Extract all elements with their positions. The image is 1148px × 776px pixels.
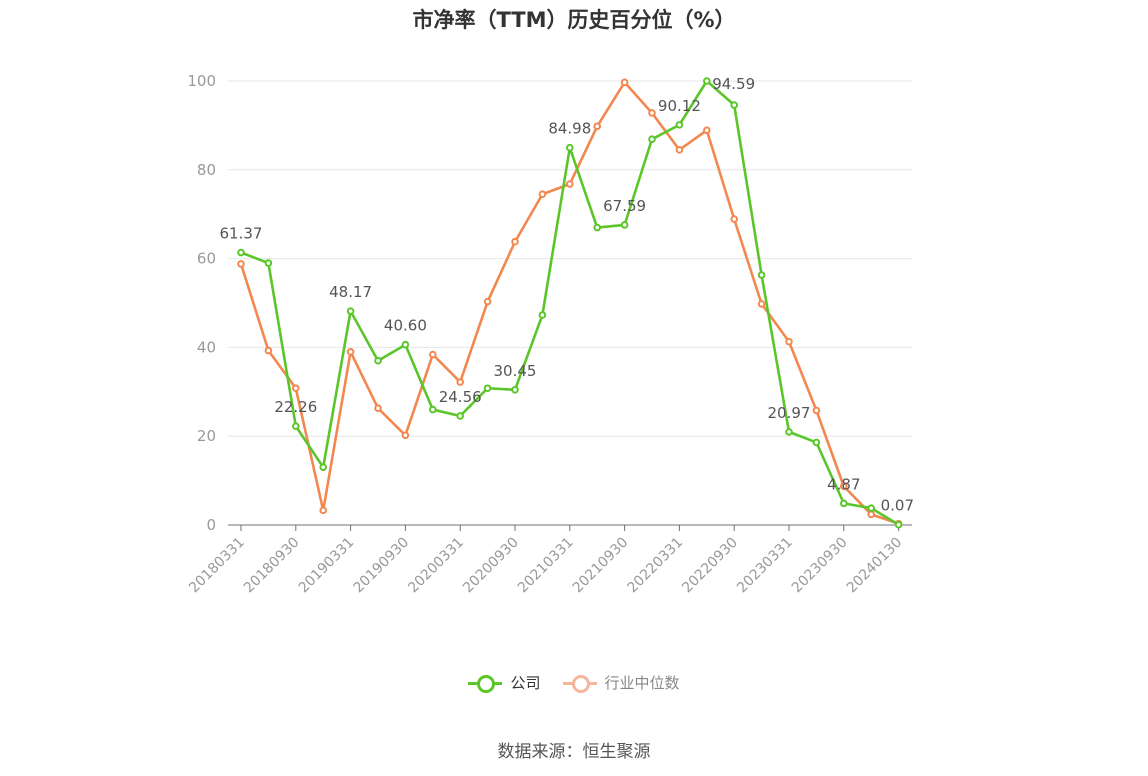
x-tick-label: 20240130 — [844, 535, 906, 597]
data-point-industry-median — [785, 337, 793, 346]
data-point-company — [703, 77, 711, 85]
data-point-company — [648, 135, 656, 143]
data-point-company — [401, 340, 410, 349]
data-label-company: 61.37 — [220, 225, 263, 243]
y-tick-label: 100 — [187, 72, 216, 90]
data-point-industry-median — [812, 406, 821, 415]
legend-label-industry-median: 行业中位数 — [604, 674, 680, 692]
data-point-industry-median — [675, 146, 684, 154]
y-tick-label: 20 — [197, 427, 216, 445]
data-label-company: 94.59 — [712, 75, 755, 93]
data-point-industry-median — [401, 431, 410, 440]
data-point-industry-median — [429, 350, 437, 359]
data-source-note: 数据来源：恒生聚源 — [497, 742, 651, 762]
x-tick-label: 20220930 — [679, 535, 741, 597]
data-point-industry-median — [840, 482, 848, 491]
legend-label-company: 公司 — [510, 674, 541, 692]
data-point-industry-median — [620, 78, 629, 87]
legend-marker-company-icon — [468, 673, 503, 693]
data-point-company — [867, 504, 876, 512]
data-point-industry-median — [648, 109, 656, 117]
y-tick-label: 80 — [197, 161, 216, 179]
series-lines — [237, 77, 903, 529]
data-point-company — [812, 438, 821, 447]
data-point-industry-median — [483, 297, 492, 306]
data-point-industry-median — [264, 346, 273, 355]
data-point-company — [264, 259, 273, 267]
data-label-company: 24.56 — [439, 388, 482, 406]
data-label-company: 20.97 — [768, 404, 811, 422]
data-point-industry-median — [374, 404, 382, 413]
data-point-company — [237, 248, 245, 257]
data-point-industry-median — [566, 180, 574, 188]
data-point-industry-median — [538, 190, 547, 199]
data-point-industry-median — [511, 237, 519, 246]
data-point-company — [483, 384, 492, 393]
x-tick-label: 20180930 — [241, 535, 303, 597]
data-point-company — [785, 428, 793, 436]
data-label-company: 67.59 — [603, 197, 646, 215]
data-point-company — [374, 356, 382, 365]
x-tick-label: 20200331 — [405, 535, 467, 597]
legend-item-company[interactable]: 公司 — [468, 672, 541, 693]
data-point-industry-median — [867, 510, 876, 519]
x-tick-label: 20180331 — [186, 535, 248, 597]
data-label-company: 90.12 — [658, 97, 701, 115]
y-tick-label: 60 — [197, 250, 216, 268]
data-label-company: 48.17 — [329, 283, 372, 301]
data-point-company — [593, 223, 602, 232]
data-label-company: 0.07 — [881, 497, 914, 515]
x-tick-label: 20200930 — [460, 535, 522, 597]
data-point-company — [675, 121, 684, 129]
y-tick-label: 0 — [206, 516, 216, 534]
axes: 0 20 40 60 80 100 2018033120180930201903312019… — [186, 72, 912, 596]
data-point-company — [429, 405, 437, 414]
data-point-company — [538, 311, 547, 319]
data-point-industry-median — [730, 215, 739, 223]
x-tick-label: 20230930 — [789, 535, 851, 597]
data-label-company: 22.26 — [274, 398, 317, 416]
data-point-company — [566, 143, 574, 152]
y-tick-label: 40 — [197, 338, 216, 356]
data-point-company — [757, 271, 766, 279]
data-point-company — [319, 463, 328, 472]
chart-title: 市净率（TTM）历史百分位（%） — [412, 8, 736, 32]
data-label-company: 4.87 — [827, 475, 860, 493]
x-tick-label: 20190930 — [351, 535, 413, 597]
legend-marker-industry-icon — [562, 673, 597, 693]
data-point-industry-median — [757, 300, 766, 308]
data-point-industry-median — [593, 122, 602, 131]
data-point-industry-median — [703, 126, 711, 135]
data-point-industry-median — [292, 384, 300, 393]
data-point-company — [292, 422, 300, 430]
data-label-company: 40.60 — [384, 317, 427, 335]
data-point-company — [894, 520, 903, 529]
data-point-industry-median — [319, 506, 328, 515]
x-tick-label: 20210930 — [570, 535, 632, 597]
data-point-industry-median — [346, 348, 355, 356]
data-point-company — [456, 412, 465, 420]
data-point-company — [840, 499, 848, 508]
x-tick-label: 20220331 — [625, 535, 687, 597]
data-label-company: 84.98 — [548, 120, 591, 138]
data-label-company: 30.45 — [494, 362, 537, 380]
data-point-industry-median — [456, 378, 465, 386]
chart-legend: 公司 行业中位数 — [0, 672, 1148, 693]
data-point-company — [620, 221, 629, 229]
data-point-industry-median — [237, 260, 245, 268]
legend-item-industry-median[interactable]: 行业中位数 — [562, 672, 680, 693]
data-labels: 61.37 22.26 48.17 40.60 24.56 30.45 84.98 67.59… — [220, 75, 914, 515]
x-tick-label: 20190331 — [296, 535, 358, 597]
data-point-company — [730, 101, 739, 109]
x-tick-label: 20230331 — [734, 535, 796, 597]
data-point-company — [511, 386, 519, 394]
data-point-company — [346, 307, 355, 315]
x-tick-label: 20210331 — [515, 535, 577, 597]
